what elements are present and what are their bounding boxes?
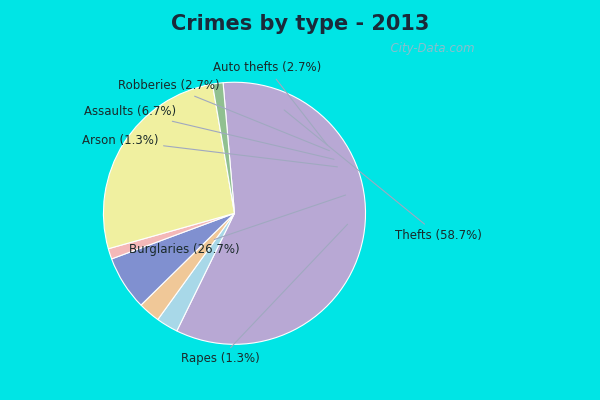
Wedge shape [141, 213, 235, 320]
Text: Rapes (1.3%): Rapes (1.3%) [181, 224, 347, 365]
Wedge shape [177, 82, 365, 344]
Text: Assaults (6.7%): Assaults (6.7%) [84, 105, 334, 159]
Wedge shape [212, 83, 235, 213]
Text: Thefts (58.7%): Thefts (58.7%) [284, 110, 482, 242]
Text: City-Data.com: City-Data.com [383, 42, 475, 55]
Text: Robberies (2.7%): Robberies (2.7%) [118, 79, 329, 151]
Wedge shape [103, 84, 235, 249]
Text: Auto thefts (2.7%): Auto thefts (2.7%) [213, 61, 327, 145]
Text: Burglaries (26.7%): Burglaries (26.7%) [129, 195, 346, 256]
Wedge shape [158, 213, 235, 331]
Wedge shape [109, 213, 235, 259]
Text: Crimes by type - 2013: Crimes by type - 2013 [171, 14, 429, 34]
Text: Arson (1.3%): Arson (1.3%) [82, 134, 337, 167]
Wedge shape [112, 213, 235, 305]
